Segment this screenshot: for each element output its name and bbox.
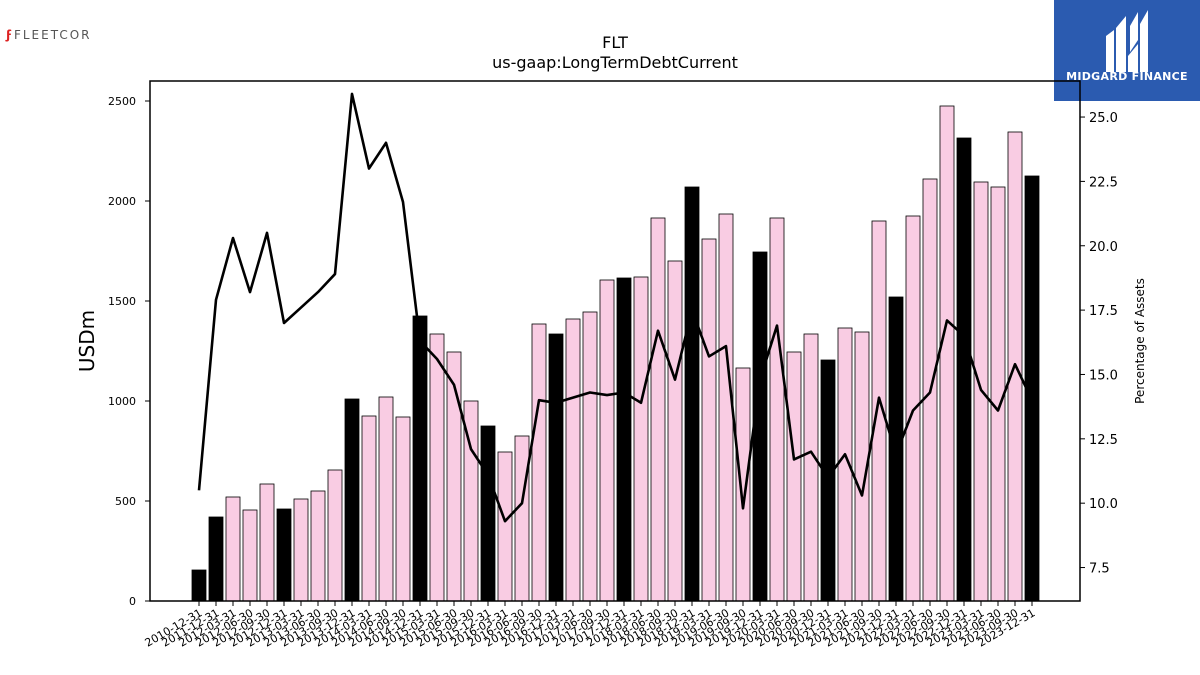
y-tick-label: 2500 <box>108 95 136 108</box>
bar-2016-06-30 <box>514 435 530 602</box>
bar-2013-12-31 <box>344 398 360 602</box>
bar-2018-09-30 <box>667 260 683 602</box>
bar-2017-06-30 <box>582 311 598 602</box>
bar-2010-12-31 <box>191 569 207 602</box>
y2-tick-label: 15.0 <box>1089 368 1118 383</box>
y-tick-label: 1000 <box>108 395 136 408</box>
bar-2013-03-31 <box>293 498 309 602</box>
pct-assets-line <box>197 92 1034 523</box>
x-axis: 2010-12-312011-12-312012-03-312012-06-30… <box>143 601 1038 650</box>
y2-tick-label: 7.5 <box>1089 562 1110 577</box>
fleetcor-logo: ϝ FLEETCOR <box>6 28 91 42</box>
y2-tick-label: 22.5 <box>1089 175 1118 190</box>
y-tick-label: 2000 <box>108 195 136 208</box>
y-tick-label: 1500 <box>108 295 136 308</box>
y-axis-label: USDm <box>75 310 99 372</box>
y2-tick-label: 10.0 <box>1089 497 1118 512</box>
bar-2014-06-30 <box>378 396 394 602</box>
midgard-m-icon <box>1106 10 1148 72</box>
bar-2022-03-31 <box>905 215 921 602</box>
bar-2017-12-31 <box>616 277 632 602</box>
bar-2018-03-31 <box>633 276 649 602</box>
midgard-finance-logo: MIDGARD FINANCE <box>1054 0 1200 101</box>
bar-2018-12-31 <box>684 186 700 602</box>
chart-title: FLT <box>602 33 628 52</box>
bar-2013-09-30 <box>327 469 343 602</box>
fleetcor-logo-icon: ϝ <box>6 28 12 42</box>
y-tick-label: 0 <box>129 595 136 608</box>
bar-group <box>191 105 1040 602</box>
plot-frame <box>149 80 1081 602</box>
bar-2020-06-30 <box>786 351 802 602</box>
bar-2016-03-31 <box>497 451 513 602</box>
bar-2020-03-31 <box>769 217 785 602</box>
y-tick-label: 500 <box>115 495 136 508</box>
y-axis: 0 500 1000 1500 2000 2500 <box>108 95 150 608</box>
y2-tick-label: 20.0 <box>1089 240 1118 255</box>
bar-2012-09-30 <box>259 483 275 602</box>
bar-2014-12-31 <box>412 315 428 602</box>
bar-2022-09-30 <box>939 105 955 602</box>
y2-tick-label: 25.0 <box>1089 111 1118 126</box>
bar-2017-09-30 <box>599 279 615 602</box>
bar-2012-06-30 <box>242 509 258 602</box>
bar-2019-09-30 <box>735 367 751 602</box>
bar-2012-12-31 <box>276 508 292 602</box>
bar-2020-12-31 <box>820 359 836 602</box>
fleetcor-logo-text: FLEETCOR <box>13 28 92 42</box>
bar-2022-12-31 <box>956 137 972 602</box>
y2-tick-label: 17.5 <box>1089 304 1118 319</box>
bar-2015-12-31 <box>480 425 496 602</box>
bar-2011-12-31 <box>208 516 224 602</box>
chart-subtitle: us-gaap:LongTermDebtCurrent <box>492 53 738 72</box>
midgard-finance-logo-text: MIDGARD FINANCE <box>1066 70 1188 83</box>
bar-2016-09-30 <box>531 323 547 602</box>
line-group <box>197 92 1034 523</box>
y2-tick-label: 12.5 <box>1089 433 1118 448</box>
bar-2019-03-31 <box>701 238 717 602</box>
y2-axis-label: Percentage of Assets <box>1133 278 1147 404</box>
bar-2015-03-31 <box>429 333 445 602</box>
bar-2013-06-30 <box>310 490 326 602</box>
bar-2019-06-30 <box>718 213 734 602</box>
bar-2017-03-31 <box>565 318 581 602</box>
bar-2018-06-30 <box>650 217 666 602</box>
bar-2014-09-30 <box>395 416 411 602</box>
bar-2016-12-31 <box>548 333 564 602</box>
bar-2020-09-30 <box>803 333 819 602</box>
bar-2014-03-31 <box>361 415 377 602</box>
y2-axis: 7.5 10.0 12.5 15.0 17.5 20.0 22.5 25.0 <box>1080 111 1118 577</box>
bar-2021-12-31 <box>888 296 904 602</box>
bar-2012-03-31 <box>225 496 241 602</box>
